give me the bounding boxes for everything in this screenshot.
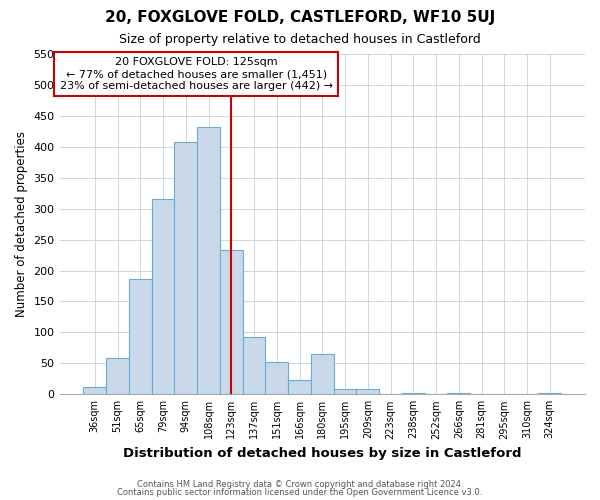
- Bar: [220, 250, 242, 394]
- Text: 20, FOXGLOVE FOLD, CASTLEFORD, WF10 5UJ: 20, FOXGLOVE FOLD, CASTLEFORD, WF10 5UJ: [105, 10, 495, 25]
- Bar: [334, 390, 356, 394]
- Bar: [356, 388, 379, 394]
- Bar: [129, 279, 152, 394]
- Bar: [538, 393, 561, 394]
- Text: Contains HM Land Registry data © Crown copyright and database right 2024.: Contains HM Land Registry data © Crown c…: [137, 480, 463, 489]
- Y-axis label: Number of detached properties: Number of detached properties: [15, 131, 28, 317]
- Bar: [242, 338, 265, 394]
- Bar: [311, 354, 334, 395]
- Bar: [288, 380, 311, 394]
- Text: Contains public sector information licensed under the Open Government Licence v3: Contains public sector information licen…: [118, 488, 482, 497]
- Text: Size of property relative to detached houses in Castleford: Size of property relative to detached ho…: [119, 32, 481, 46]
- Bar: [265, 362, 288, 394]
- Bar: [152, 199, 175, 394]
- Bar: [197, 127, 220, 394]
- Text: 20 FOXGLOVE FOLD: 125sqm
← 77% of detached houses are smaller (1,451)
23% of sem: 20 FOXGLOVE FOLD: 125sqm ← 77% of detach…: [59, 58, 333, 90]
- Bar: [83, 387, 106, 394]
- X-axis label: Distribution of detached houses by size in Castleford: Distribution of detached houses by size …: [123, 447, 521, 460]
- Bar: [448, 393, 470, 394]
- Bar: [175, 142, 197, 394]
- Bar: [402, 393, 425, 394]
- Bar: [106, 358, 129, 395]
